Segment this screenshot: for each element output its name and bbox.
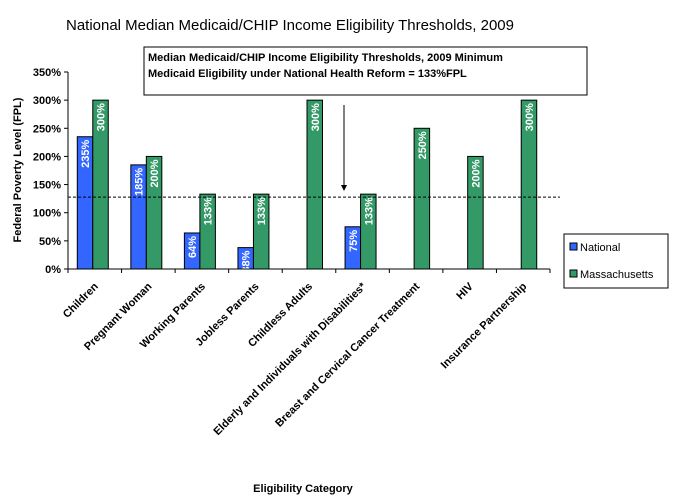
arrow-icon xyxy=(341,105,347,191)
data-label: 300% xyxy=(310,103,322,131)
data-label: 133% xyxy=(363,197,375,225)
x-tick-label: Children xyxy=(61,280,101,320)
data-label: 200% xyxy=(470,159,482,187)
data-label: 133% xyxy=(203,197,215,225)
x-tick-label: HIV xyxy=(454,280,476,302)
data-label: 38% xyxy=(241,250,253,272)
x-tick-label: Insurance Partnership xyxy=(439,280,530,371)
x-axis-label: Eligibility Category xyxy=(253,483,354,495)
annotation-line-2: Medicaid Eligibility under National Heal… xyxy=(148,68,467,80)
legend-swatch-national xyxy=(569,242,578,251)
annotation-box xyxy=(143,46,588,96)
data-label: 185% xyxy=(134,168,146,196)
y-tick-label: 200% xyxy=(33,151,61,163)
y-axis-label: Federal Poverty Level (FPL) xyxy=(12,97,24,242)
y-tick-label: 300% xyxy=(33,95,61,107)
legend: National Massachusetts xyxy=(563,233,669,289)
data-label: 64% xyxy=(187,236,199,258)
data-label: 235% xyxy=(80,140,92,168)
y-tick-label: 350% xyxy=(33,67,61,79)
data-label: 75% xyxy=(348,230,360,252)
y-tick-label: 100% xyxy=(33,208,61,220)
y-tick-label: 150% xyxy=(33,180,61,192)
annotation-line-1: Median Medicaid/CHIP Income Eligibility … xyxy=(148,52,503,64)
legend-national: National xyxy=(580,242,620,254)
data-label: 300% xyxy=(524,103,536,131)
y-tick-label: 0% xyxy=(45,264,61,276)
y-tick-label: 250% xyxy=(33,123,61,135)
data-label: 300% xyxy=(96,103,108,131)
plot-area: 0% 50% 100% 150% 200% 250% 300% 350% 235% 300% Chi… xyxy=(33,67,560,438)
legend-massachusetts: Massachusetts xyxy=(580,269,654,281)
data-label: 200% xyxy=(149,159,161,187)
data-label: 250% xyxy=(417,131,429,159)
data-label: 133% xyxy=(256,197,268,225)
chart-title: National Median Medicaid/CHIP Income Eli… xyxy=(66,17,514,34)
legend-swatch-massachusetts xyxy=(569,269,578,278)
y-tick-label: 50% xyxy=(39,236,61,248)
